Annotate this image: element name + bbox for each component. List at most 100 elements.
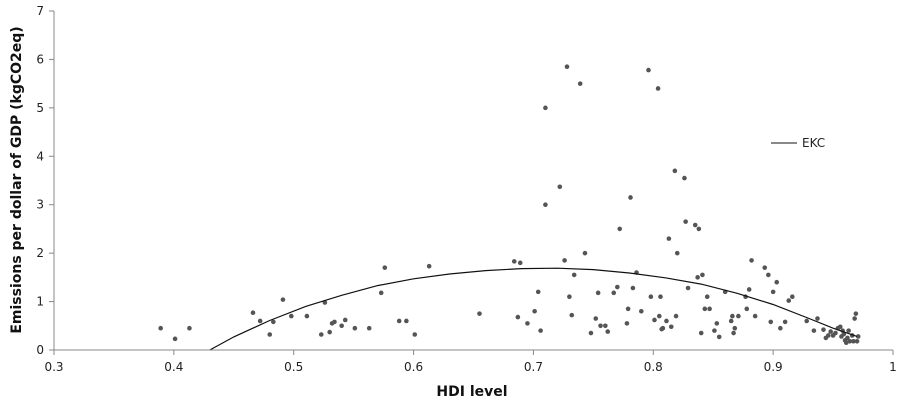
scatter-point	[854, 338, 860, 344]
scatter-point	[595, 290, 601, 296]
scatter-point	[617, 226, 623, 232]
x-tick-label: 0.6	[404, 360, 423, 374]
scatter-point	[837, 324, 843, 330]
y-tick-label: 2	[36, 246, 44, 260]
scatter-point	[658, 294, 663, 300]
scatter-point	[327, 329, 332, 335]
scatter-point	[732, 325, 738, 331]
scatter-point	[666, 236, 672, 241]
scatter-point	[762, 265, 768, 270]
scatter-point	[770, 289, 776, 295]
scatter-point	[567, 294, 572, 300]
scatter-point	[685, 285, 691, 291]
scatter-point	[378, 290, 384, 296]
scatter-point	[646, 67, 651, 73]
x-tick-label: 0.8	[644, 360, 663, 374]
x-tick-label: 0.5	[284, 360, 303, 374]
scatter-point	[852, 316, 857, 321]
y-tick-label: 6	[36, 52, 44, 66]
scatter-point	[656, 313, 662, 319]
scatter-point	[639, 308, 644, 314]
scatter-point	[695, 275, 700, 280]
plot-area	[158, 64, 861, 351]
scatter-point	[318, 332, 324, 337]
ekc-curve	[209, 267, 858, 351]
scatter-point	[569, 312, 575, 318]
x-tick-label: 1	[889, 360, 897, 374]
scatter-point	[582, 250, 588, 256]
scatter-point	[543, 202, 548, 208]
scatter-point	[853, 311, 859, 316]
x-axis: 0.3 0.4 0.5 0.6 0.7 0.8 0.9 1	[44, 349, 897, 374]
scatter-point	[692, 222, 698, 228]
scatter-point	[702, 306, 708, 312]
scatter-point	[564, 64, 570, 69]
legend: EKC	[771, 136, 825, 150]
scatter-point	[804, 318, 810, 324]
y-tick-label: 1	[36, 295, 44, 309]
scatter-point	[851, 338, 856, 344]
y-tick-label: 0	[36, 343, 44, 357]
scatter-point	[668, 324, 674, 330]
scatter-point	[714, 321, 720, 326]
scatter-point	[731, 330, 736, 336]
scatter-point	[628, 195, 633, 200]
scatter-point	[517, 260, 523, 266]
scatter-point	[774, 279, 780, 285]
scatter-point	[815, 316, 820, 321]
scatter-point	[652, 317, 657, 323]
scatter-point	[511, 259, 517, 264]
scatter-point	[648, 294, 654, 300]
scatter-point	[339, 323, 344, 329]
scatter-point	[833, 330, 838, 336]
scatter-point	[250, 310, 256, 316]
scatter-point	[782, 319, 788, 325]
scatter-point	[257, 318, 263, 324]
scatter-point	[352, 325, 358, 331]
scatter-point	[158, 325, 163, 331]
y-tick-label: 3	[36, 198, 44, 212]
scatter-point	[538, 328, 543, 333]
y-axis: 0 1 2 3 4 5 6 7	[36, 4, 55, 357]
scatter-point	[728, 318, 734, 324]
scatter-point	[855, 334, 861, 339]
scatter-point	[605, 329, 611, 334]
scatter-point	[535, 289, 541, 295]
scatter-point	[571, 272, 577, 278]
scatter-point	[172, 336, 178, 342]
scatter-point	[790, 294, 795, 300]
scatter-point	[660, 325, 666, 331]
y-tick-label: 4	[36, 149, 44, 163]
scatter-point	[515, 314, 521, 320]
scatter-point	[625, 306, 631, 312]
scatter-point	[598, 323, 603, 329]
scatter-point	[404, 318, 409, 324]
scatter-point	[821, 327, 826, 332]
scatter-point	[846, 328, 851, 333]
scatter-point	[593, 316, 599, 321]
scatter-point	[396, 318, 402, 324]
y-tick-label: 5	[36, 101, 44, 115]
scatter-point	[682, 175, 687, 181]
scatter-point	[543, 105, 548, 111]
x-axis-title: HDI level	[436, 384, 507, 400]
scatter-point	[712, 328, 717, 333]
scatter-point	[289, 313, 294, 319]
scatter-point	[588, 330, 594, 336]
scatter-point	[744, 306, 750, 312]
scatter-point	[577, 81, 583, 86]
scatter-point	[557, 184, 563, 190]
scatter-point	[477, 311, 482, 316]
scatter-point	[811, 328, 817, 333]
y-tick-label: 7	[36, 4, 44, 18]
scatter-point	[304, 313, 310, 319]
scatter-point	[752, 313, 758, 319]
scatter-point	[736, 313, 741, 319]
scatter-point	[532, 308, 537, 314]
scatter-point	[267, 332, 273, 337]
scatter-point	[674, 250, 680, 256]
scatter-point	[426, 263, 432, 269]
scatter-point	[562, 258, 567, 263]
scatter-point	[766, 272, 771, 278]
